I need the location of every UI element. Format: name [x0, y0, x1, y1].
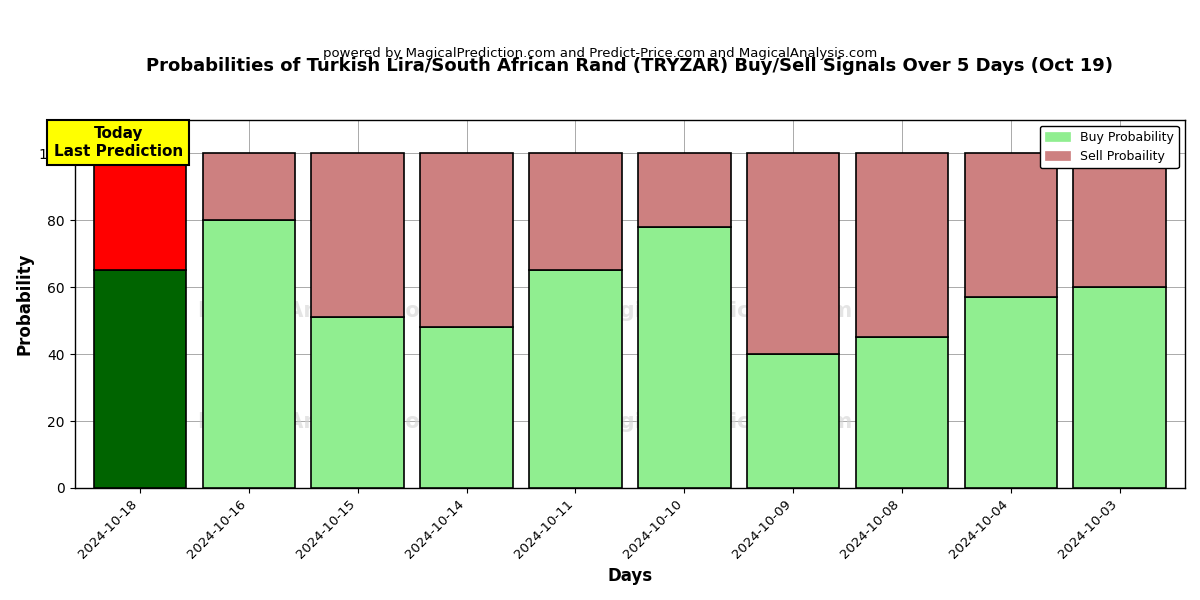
Bar [420, 153, 512, 327]
Bar [1074, 153, 1166, 287]
Bar [965, 153, 1057, 297]
Bar [746, 354, 839, 488]
Bar [94, 153, 186, 271]
Bar [746, 153, 839, 354]
Bar [856, 337, 948, 488]
Bar [203, 220, 295, 488]
Bar [420, 327, 512, 488]
Text: MagicalAnalysis.com: MagicalAnalysis.com [197, 301, 442, 321]
Bar [312, 153, 404, 317]
Text: Today
Last Prediction: Today Last Prediction [54, 127, 182, 159]
Legend: Buy Probability, Sell Probaility: Buy Probability, Sell Probaility [1040, 126, 1178, 168]
Bar [1074, 287, 1166, 488]
Y-axis label: Probability: Probability [16, 253, 34, 355]
Text: MagicalPrediction.com: MagicalPrediction.com [586, 412, 852, 431]
X-axis label: Days: Days [607, 567, 653, 585]
Bar [856, 153, 948, 337]
Title: Probabilities of Turkish Lira/South African Rand (TRYZAR) Buy/Sell Signals Over : Probabilities of Turkish Lira/South Afri… [146, 57, 1114, 75]
Bar [312, 317, 404, 488]
Bar [965, 297, 1057, 488]
Bar [203, 153, 295, 220]
Bar [94, 271, 186, 488]
Text: MagicalPrediction.com: MagicalPrediction.com [586, 301, 852, 321]
Bar [529, 271, 622, 488]
Bar [529, 153, 622, 271]
Text: MagicalAnalysis.com: MagicalAnalysis.com [197, 412, 442, 431]
Bar [638, 227, 731, 488]
Text: powered by MagicalPrediction.com and Predict-Price.com and MagicalAnalysis.com: powered by MagicalPrediction.com and Pre… [323, 47, 877, 60]
Bar [638, 153, 731, 227]
